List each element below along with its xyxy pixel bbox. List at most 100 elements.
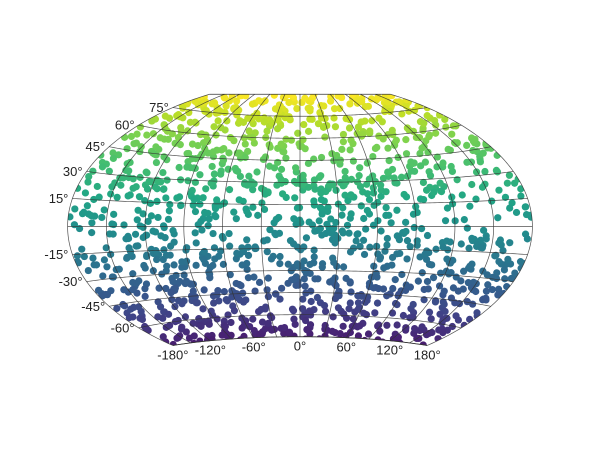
scatter-point [93,182,101,191]
scatter-point [428,328,436,337]
scatter-point [185,334,194,342]
scatter-point [382,211,390,220]
scatter-point [170,261,178,269]
scatter-point [70,221,79,229]
scatter-point [527,211,533,219]
scatter-point [169,227,177,235]
scatter-point [330,224,338,232]
scatter-point [404,346,411,353]
scatter-point [261,190,269,198]
parallel-line [138,314,462,329]
map-frame-bottom [172,336,428,346]
scatter-point [89,254,97,262]
scatter-point [78,210,87,218]
scatter-point [285,113,293,121]
scatter-point [181,313,189,321]
scatter-point [369,184,377,192]
longitude-tick-label: 60° [336,340,356,355]
scatter-point [388,261,396,269]
scatter-point [339,138,347,146]
scatter-point [368,348,375,355]
scatter-point [328,327,336,335]
scatter-point [213,196,221,204]
scatter-point [277,165,286,173]
scatter-point [411,324,419,333]
scatter-point [223,297,231,305]
scatter-point [315,217,323,225]
scatter-point [199,194,207,202]
scatter-point [506,239,514,247]
scatter-point [171,284,179,292]
scatter-point [402,150,411,158]
scatter-point [225,186,234,194]
scatter-point [423,231,432,240]
scatter-point [220,144,228,153]
scatter-point [469,137,477,145]
scatter-point [446,259,455,267]
scatter-point [299,136,307,144]
scatter-point [198,226,206,234]
scatter-point [317,341,325,346]
scatter-point [199,305,207,313]
scatter-point [495,186,503,194]
parallel-line [138,124,462,139]
scatter-point [209,261,217,270]
scatter-point [479,149,487,157]
scatter-point [386,290,394,298]
scatter-point [204,137,212,145]
scatter-point [221,126,229,134]
scatter-point [310,155,318,163]
scatter-point [339,263,348,271]
scatter-point [309,350,316,357]
scatter-point [175,163,183,172]
scatter-point [244,243,252,251]
latitude-tick-label: -60° [111,320,135,335]
scatter-point [291,320,299,328]
scatter-point [308,351,315,358]
scatter-point [446,238,454,246]
scatter-point [153,197,161,206]
scatter-point [405,107,413,115]
scatter-point [304,159,313,168]
scatter-point [191,207,200,216]
scatter-point [125,244,133,252]
scatter-point [393,206,401,214]
scatter-point [183,244,191,252]
scatter-point [354,230,362,238]
scatter-point [441,217,450,225]
scatter-point [133,216,141,224]
scatter-point [241,153,249,162]
scatter-point [154,298,162,306]
scatter-point [423,277,432,286]
scatter-point [301,282,309,290]
scatter-points [67,94,533,358]
scatter-point [315,335,324,343]
scatter-point [272,290,280,298]
scatter-point [220,288,228,296]
scatter-point [138,315,147,324]
scatter-point [243,236,251,244]
scatter-point [499,246,507,255]
scatter-point [89,167,97,175]
scatter-point [335,292,343,300]
scatter-point [415,134,424,142]
scatter-point [454,316,462,324]
scatter-point [365,279,374,287]
scatter-point [358,349,365,356]
scatter-point [129,286,137,294]
scatter-point [264,274,272,282]
scatter-point [194,141,202,150]
scatter-point [391,276,399,284]
scatter-point [291,194,299,202]
scatter-point [373,143,381,151]
scatter-point [210,170,218,178]
scatter-point [278,284,286,292]
scatter-point [267,255,276,263]
scatter-point [311,185,319,193]
scatter-point [132,183,140,191]
scatter-point [360,250,369,259]
parallel-line [72,248,528,255]
scatter-point [268,343,277,346]
latitude-tick-label: 75° [149,100,169,115]
